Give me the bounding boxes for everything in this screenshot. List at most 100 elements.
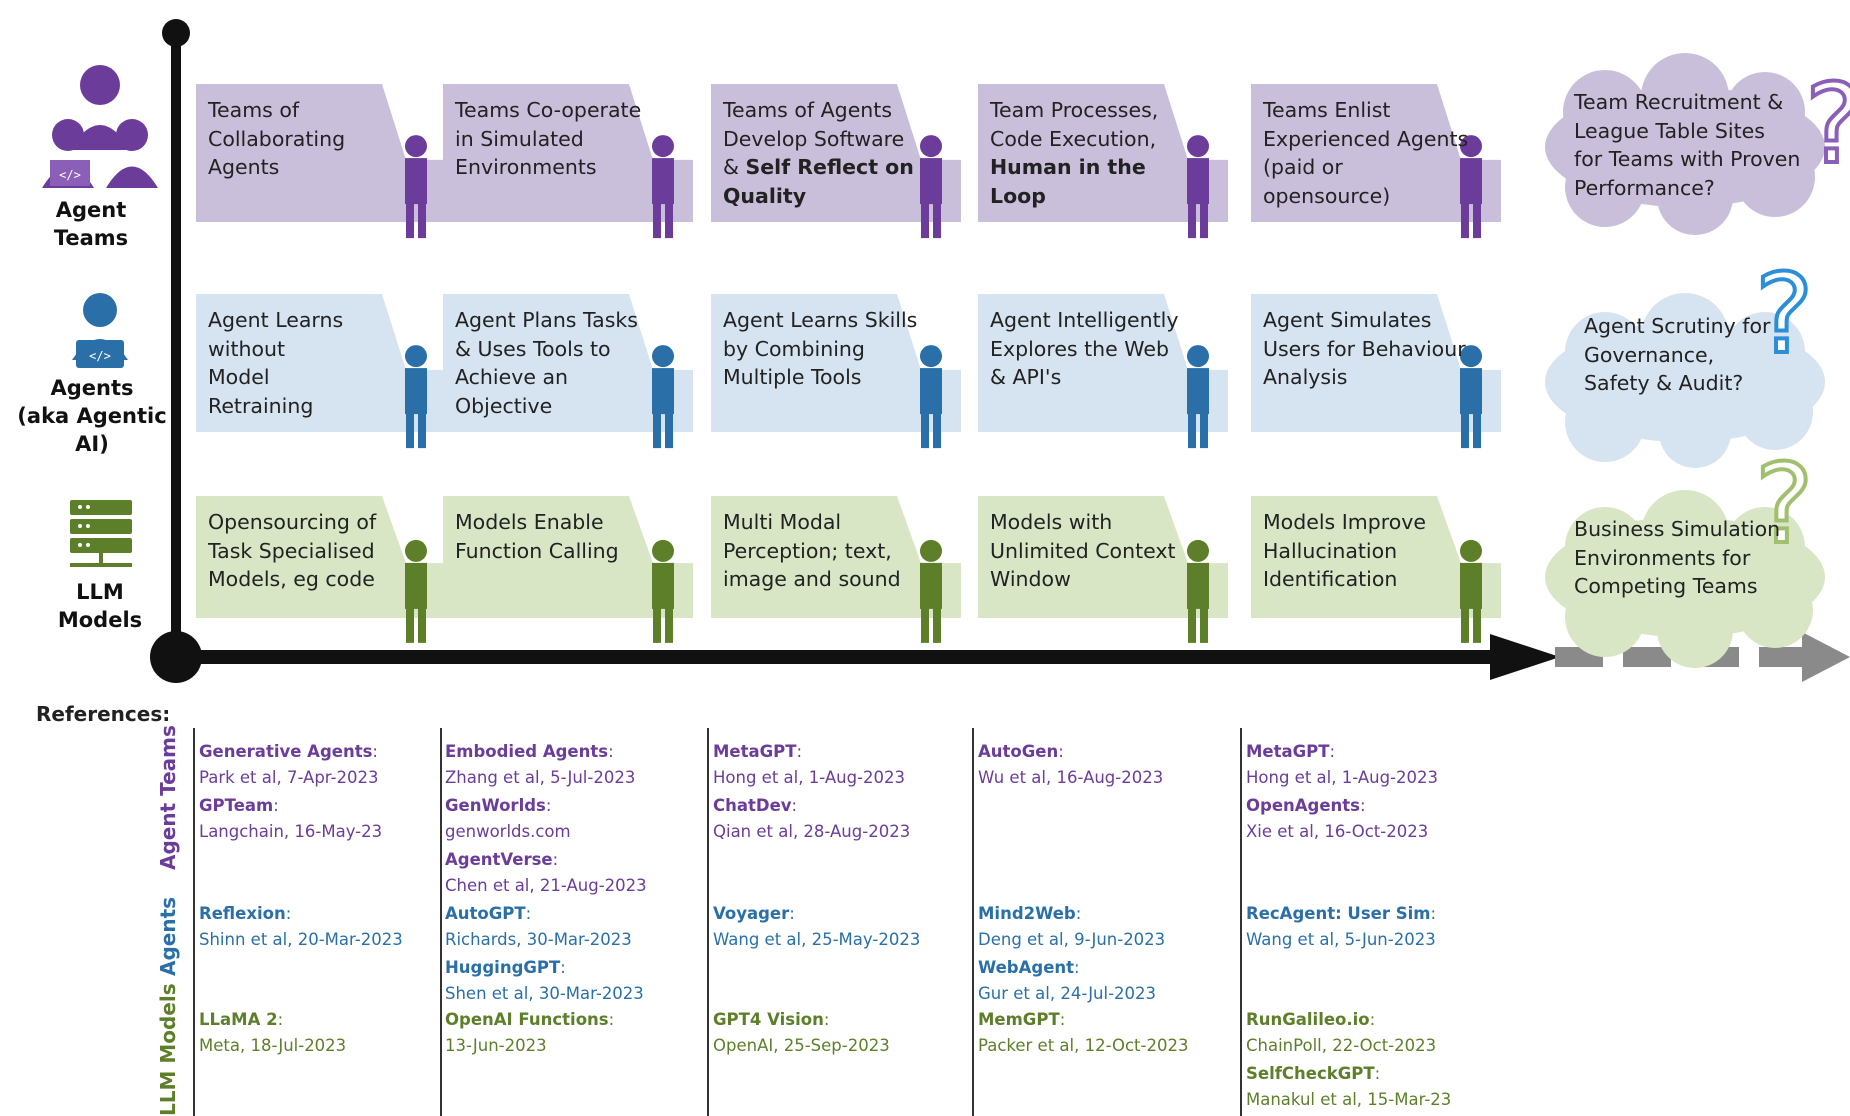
person-figure-icon [652,345,674,449]
team-card-shape [443,84,693,239]
person-figure-icon [405,539,427,643]
reference-name[interactable]: AgentVerse: [445,850,559,869]
llm-card-shape [711,496,961,643]
reference-name[interactable]: LLaMA 2: [199,1010,284,1029]
references-title: References: [36,702,171,726]
question-mark-icon: ? [1755,440,1813,568]
reference-column-divider [1240,728,1242,1116]
reference-name[interactable]: Embodied Agents: [445,742,614,761]
reference-detail: Shinn et al, 20-Mar-2023 [199,930,403,949]
team-future-cloud [1545,53,1825,235]
reference-detail: Hong et al, 1-Aug-2023 [1246,768,1438,787]
person-figure-icon [1460,135,1482,239]
agent-card: Agent Simulates Users for Behaviour Anal… [1251,294,1491,432]
reference-detail: Wu et al, 16-Aug-2023 [978,768,1164,787]
llm-card-text: Multi Modal Perception; text, image and … [723,510,901,591]
svg-text:</>: </> [89,349,111,363]
team-card-shape [978,84,1228,239]
reference-name[interactable]: Voyager: [713,904,795,923]
llm-card-shape [443,496,693,643]
llm-card-text: Opensourcing of Task Specialised Models,… [208,510,377,591]
reference-name[interactable]: Mind2Web: [978,904,1082,923]
agent-future-text: Agent Scrutiny for Governance, Safety & … [1584,314,1771,395]
person-figure-icon [920,539,942,643]
svg-text:</>: </> [59,168,81,182]
agent-card-shape [443,294,693,449]
reference-detail: Packer et al, 12-Oct-2023 [978,1036,1189,1055]
reference-name[interactable]: GPT4 Vision: [713,1010,830,1029]
person-figure-icon [1187,539,1209,643]
reference-name[interactable]: HuggingGPT: [445,958,566,977]
reference-name[interactable]: MemGPT: [978,1010,1066,1029]
team-card-bold-text: Self Reflect on Quality [723,155,914,208]
reference-detail: Gur et al, 24-Jul-2023 [978,984,1157,1003]
reference-name[interactable]: AutoGPT: [445,904,532,923]
person-figure-icon [1187,135,1209,239]
reference-name[interactable]: GPTeam: [199,796,279,815]
llm-card-shape [196,496,446,643]
team-card-shape [1251,84,1501,239]
reference-detail: Park et al, 7-Apr-2023 [199,768,379,787]
agents-label-line2: (aka Agentic AI) [17,404,167,456]
reference-column-divider [440,728,442,1116]
agent-icon: </> [72,293,128,368]
agent-card-text: Agent Intelligently Explores the Web & A… [990,308,1179,389]
reference-name[interactable]: GenWorlds: [445,796,552,815]
reference-detail: Zhang et al, 5-Jul-2023 [445,768,636,787]
team-card: Teams Co-operate in Simulated Environmen… [443,84,683,222]
reference-name[interactable]: MetaGPT: [713,742,803,761]
reference-name[interactable]: MetaGPT: [1246,742,1336,761]
reference-detail: Deng et al, 9-Jun-2023 [978,930,1166,949]
server-icon [70,500,132,567]
time-axis-arrow [1490,634,1560,680]
agents-label-line1: Agents [50,376,134,400]
agent-teams-label: Agent Teams [53,198,129,250]
llm-card-text: Models Enable Function Calling [455,510,619,563]
agent-card-shape [1251,294,1501,449]
reference-column-divider [193,728,195,1116]
reference-name[interactable]: RunGalileo.io: [1246,1010,1376,1029]
question-mark-icon: ? [1755,250,1813,378]
reference-name[interactable]: RecAgent: User Sim: [1246,904,1437,923]
reference-name[interactable]: SelfCheckGPT: [1246,1064,1381,1083]
agent-card: Agent Intelligently Explores the Web & A… [978,294,1218,432]
agent-card: Agent Learns without Model Retraining [196,294,436,432]
agent-teams-icon: </> [42,65,158,188]
person-figure-icon [1460,345,1482,449]
reference-name[interactable]: AutoGen: [978,742,1064,761]
llm-card: Opensourcing of Task Specialised Models,… [196,496,436,618]
reference-detail: genworlds.com [445,822,571,841]
reference-name[interactable]: Reflexion: [199,904,292,923]
llm-card: Multi Modal Perception; text, image and … [711,496,951,618]
llm-label-line1: LLM [76,580,124,604]
agent-card: Agent Learns Skills by Combining Multipl… [711,294,951,432]
refs-label-agents: Agents [156,896,180,976]
person-figure-icon [405,135,427,239]
team-card-shape [196,84,446,239]
reference-name[interactable]: OpenAgents: [1246,796,1366,815]
reference-detail: Xie et al, 16-Oct-2023 [1246,822,1429,841]
person-figure-icon [405,345,427,449]
team-card-text: Teams Enlist Experienced Agents (paid or… [1263,98,1469,208]
future-clouds: ? ? ? [1545,53,1850,668]
reference-detail: Wang et al, 25-May-2023 [713,930,921,949]
reference-column-divider [972,728,974,1116]
agent-card-text: Agent Plans Tasks & Uses Tools to Achiev… [455,308,638,418]
agent-card: Agent Plans Tasks & Uses Tools to Achiev… [443,294,683,432]
reference-name[interactable]: ChatDev: [713,796,798,815]
timeline-axes [140,19,1850,683]
reference-detail: Richards, 30-Mar-2023 [445,930,632,949]
reference-name[interactable]: Generative Agents: [199,742,378,761]
reference-detail: Meta, 18-Jul-2023 [199,1036,347,1055]
team-card-shape [711,84,961,239]
llm-card: Models Improve Hallucination Identificat… [1251,496,1491,618]
person-figure-icon [652,539,674,643]
reference-name[interactable]: OpenAI Functions: [445,1010,615,1029]
reference-detail: Manakul et al, 15-Mar-23 [1246,1090,1452,1109]
llm-card-text: Models Improve Hallucination Identificat… [1263,510,1427,591]
reference-name[interactable]: WebAgent: [978,958,1080,977]
team-card: Teams Enlist Experienced Agents (paid or… [1251,84,1491,222]
person-figure-icon [1460,539,1482,643]
person-figure-icon [920,345,942,449]
